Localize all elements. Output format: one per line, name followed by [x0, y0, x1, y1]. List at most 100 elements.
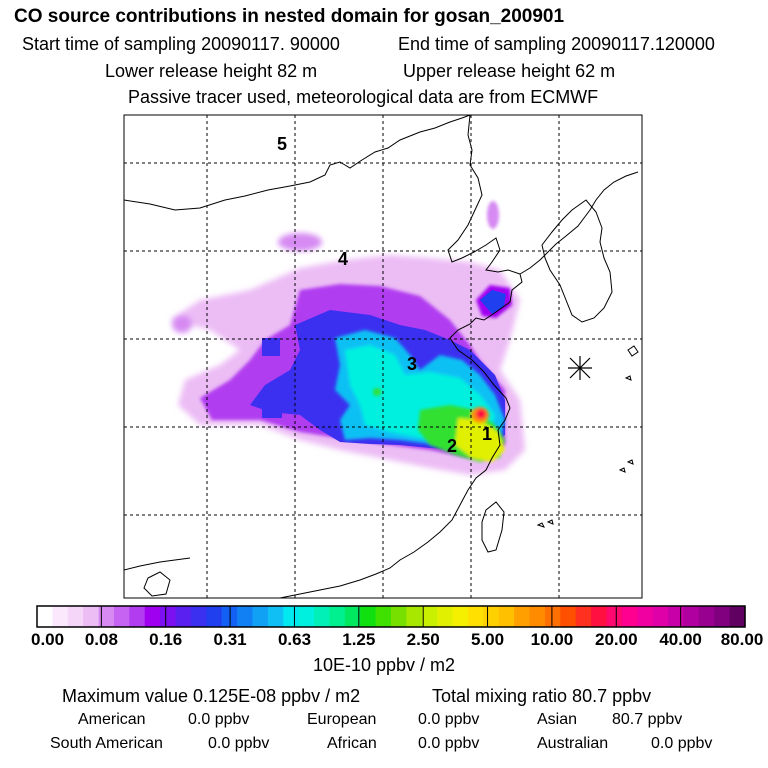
european-value: 0.0 ppbv [418, 711, 480, 728]
colorbar-cell [129, 606, 146, 627]
colorbar-cell [375, 606, 392, 627]
colorbar-tick-label: 0.00 [31, 630, 65, 649]
colorbar-cell [298, 606, 315, 627]
colorbar-cell [652, 606, 669, 627]
plume-red-core [476, 409, 486, 419]
australian-label: Australian [537, 735, 609, 752]
colorbar-cell [237, 606, 254, 627]
african-value: 0.0 ppbv [418, 735, 480, 752]
plume-lavender-blob-north [278, 233, 322, 251]
island-ryukyu-3 [618, 467, 626, 473]
lower-height-label: Lower release height 82 m [105, 61, 318, 81]
colorbar-cell [452, 606, 469, 627]
colorbar-cell [514, 606, 531, 627]
colorbar-units: 10E-10 ppbv / m2 [312, 655, 456, 675]
island-ryukyu-2 [626, 459, 634, 465]
island-ryukyu-4 [536, 522, 545, 528]
colorbar-cell [37, 606, 53, 627]
upper-height-label: Upper release height 62 m [403, 61, 616, 81]
asian-label: Asian [537, 711, 578, 728]
colorbar-cell [391, 606, 407, 627]
colorbar-tick-label: 2.50 [406, 630, 440, 649]
colorbar-cell [406, 606, 423, 627]
colorbar-cell [560, 606, 577, 627]
colorbar-cell [190, 606, 207, 627]
colorbar-cell [483, 606, 500, 627]
region-labels: 1 2 3 4 5 [277, 134, 492, 456]
colorbar-cell [314, 606, 331, 627]
colorbar-cell [267, 606, 284, 627]
plume-pink-streak [487, 201, 499, 229]
colorbar-cell [591, 606, 608, 627]
concentration-plume [170, 201, 525, 475]
coastline-taiwan [481, 501, 505, 553]
colorbar-cell [714, 606, 731, 627]
plot-title: CO source contributions in nested domain… [14, 6, 565, 27]
colorbar-cell [360, 606, 377, 627]
colorbar-cell [683, 606, 700, 627]
colorbar-tick-label: 0.31 [213, 630, 247, 649]
plume-cyan-spot [373, 388, 381, 396]
colorbar-cell [467, 606, 484, 627]
colorbar-cell [113, 606, 130, 627]
colorbar-cell [329, 606, 346, 627]
colorbar-tick-label: 80.00 [720, 630, 764, 649]
american-label: American [78, 711, 146, 728]
colorbar-tick-label: 1.25 [342, 630, 376, 649]
region-label-4: 4 [338, 249, 348, 269]
region-label-1: 1 [482, 424, 492, 444]
colorbar-cell [144, 606, 161, 627]
border-vietnam [124, 557, 191, 571]
colorbar-tick-label: 0.63 [277, 630, 312, 649]
colorbar-cell [529, 606, 546, 627]
region-label-2: 2 [447, 436, 457, 456]
colorbar-tick-label: 0.08 [84, 630, 118, 649]
island-japan-tip [627, 345, 639, 357]
colorbar-cell [729, 606, 746, 627]
american-value: 0.0 ppbv [188, 711, 250, 728]
asian-value: 80.7 ppbv [612, 711, 683, 728]
plume-blue-patch-southwest [262, 402, 282, 418]
colorbar [37, 606, 746, 627]
colorbar-cell [83, 606, 100, 627]
plume-yellow-region [455, 418, 505, 462]
colorbar-cell [421, 606, 438, 627]
colorbar-tick-label: 40.00 [659, 630, 702, 649]
max-value-label: Maximum value 0.125E-08 ppbv / m2 [62, 686, 361, 706]
colorbar-cell [498, 606, 515, 627]
south-american-label: South American [50, 735, 163, 752]
colorbar-cell [606, 606, 623, 627]
colorbar-tick-label: 10.00 [530, 630, 574, 649]
coastline-hainan [143, 571, 171, 597]
colorbar-cell [621, 606, 638, 627]
colorbar-cell [98, 606, 115, 627]
south-american-value: 0.0 ppbv [208, 735, 270, 752]
colorbar-tick-label: 0.16 [149, 630, 183, 649]
region-label-5: 5 [277, 134, 287, 154]
tracer-note: Passive tracer used, meteorological data… [128, 87, 599, 107]
colorbar-cell [668, 606, 685, 627]
plume-lavender-blob-west [172, 315, 192, 333]
european-label: European [307, 711, 377, 728]
plume-blue-tongue [480, 290, 506, 314]
coastline-korea [541, 199, 613, 323]
colorbar-cell [52, 606, 69, 627]
island-ryukyu-1 [624, 375, 632, 381]
start-time-label: Start time of sampling 20090117. 90000 [22, 34, 340, 54]
colorbar-cell [160, 606, 177, 627]
colorbar-cell [175, 606, 192, 627]
star-marker [568, 356, 592, 380]
african-label: African [327, 735, 377, 752]
border-korea-china [519, 171, 639, 275]
coastlines [143, 115, 639, 598]
plume-core-layer [373, 388, 505, 462]
colorbar-cell [437, 606, 454, 627]
island-ryukyu-5 [546, 519, 554, 525]
colorbar-cell [252, 606, 269, 627]
colorbar-tick-label: 5.00 [470, 630, 505, 649]
colorbar-cell [283, 606, 300, 627]
region-label-3: 3 [407, 354, 417, 374]
colorbar-cell [698, 606, 715, 627]
australian-value: 0.0 ppbv [651, 735, 713, 752]
